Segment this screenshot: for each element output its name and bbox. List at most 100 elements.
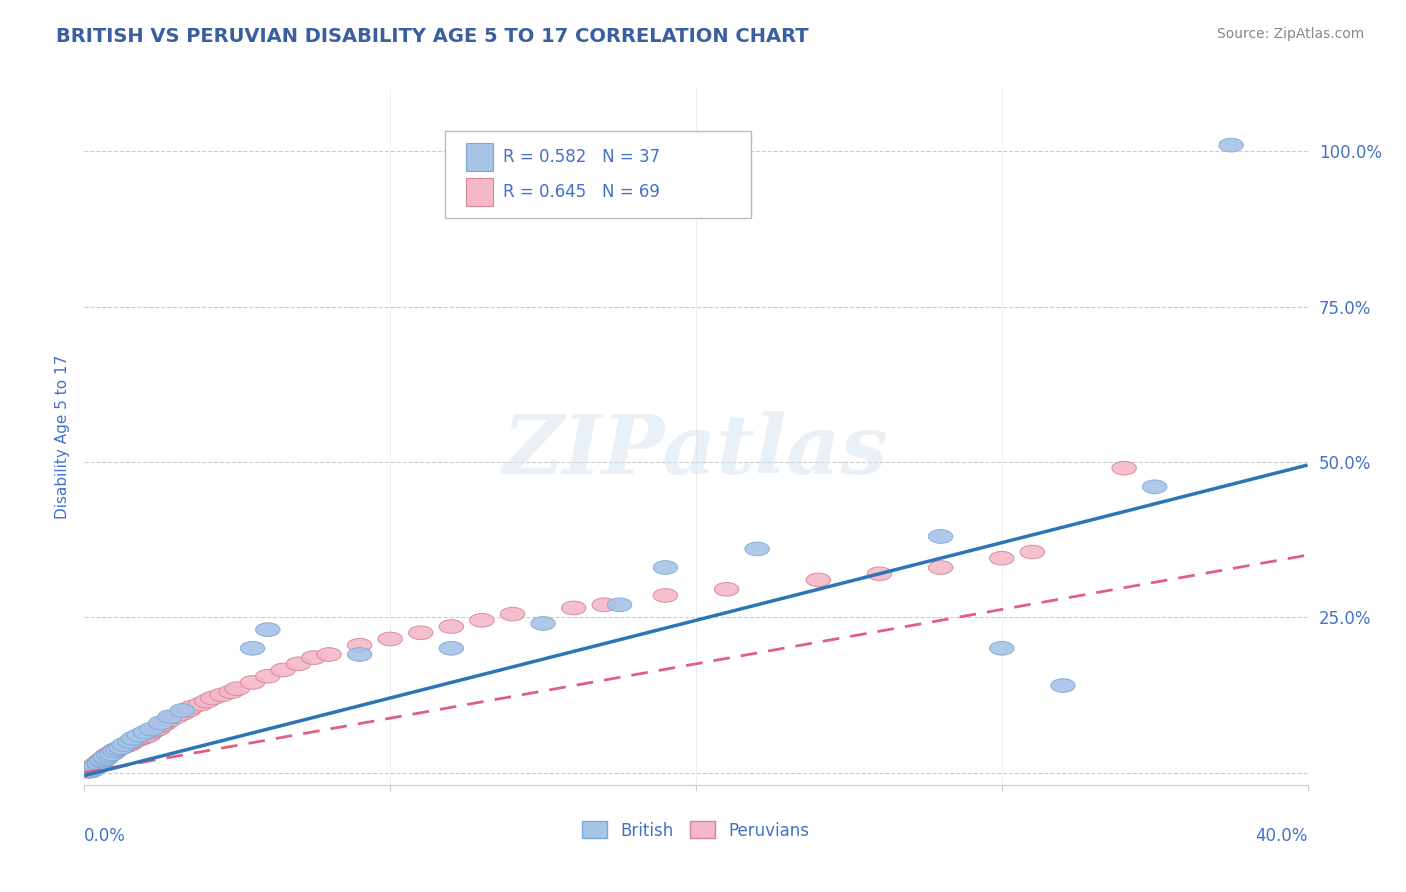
Ellipse shape <box>94 750 118 764</box>
Ellipse shape <box>806 574 831 587</box>
Ellipse shape <box>301 651 326 665</box>
Ellipse shape <box>470 614 494 627</box>
Ellipse shape <box>82 761 105 774</box>
Ellipse shape <box>1219 138 1243 152</box>
Ellipse shape <box>79 764 103 777</box>
Ellipse shape <box>103 743 127 757</box>
Ellipse shape <box>439 620 464 633</box>
Ellipse shape <box>209 688 235 702</box>
Ellipse shape <box>287 657 311 671</box>
Ellipse shape <box>155 714 179 729</box>
Ellipse shape <box>100 747 124 761</box>
Text: BRITISH VS PERUVIAN DISABILITY AGE 5 TO 17 CORRELATION CHART: BRITISH VS PERUVIAN DISABILITY AGE 5 TO … <box>56 27 808 45</box>
Ellipse shape <box>347 639 371 652</box>
FancyBboxPatch shape <box>446 131 751 218</box>
Ellipse shape <box>1050 679 1076 692</box>
FancyBboxPatch shape <box>465 178 494 206</box>
Ellipse shape <box>103 745 127 758</box>
Ellipse shape <box>136 729 160 742</box>
Ellipse shape <box>79 764 103 778</box>
Ellipse shape <box>654 561 678 574</box>
Ellipse shape <box>149 719 173 733</box>
Ellipse shape <box>84 757 108 771</box>
Ellipse shape <box>127 732 152 746</box>
Ellipse shape <box>990 551 1014 565</box>
Ellipse shape <box>103 744 127 757</box>
Ellipse shape <box>561 601 586 615</box>
Ellipse shape <box>90 752 115 765</box>
Ellipse shape <box>84 759 108 773</box>
Ellipse shape <box>139 723 165 736</box>
Text: R = 0.645   N = 69: R = 0.645 N = 69 <box>503 183 659 201</box>
Ellipse shape <box>347 648 371 661</box>
Ellipse shape <box>201 691 225 705</box>
Ellipse shape <box>240 675 264 690</box>
Ellipse shape <box>142 723 167 737</box>
Ellipse shape <box>131 731 155 745</box>
Text: ZIPatlas: ZIPatlas <box>503 411 889 491</box>
Ellipse shape <box>82 759 105 773</box>
Ellipse shape <box>90 753 115 767</box>
Ellipse shape <box>1143 480 1167 493</box>
Ellipse shape <box>108 741 134 755</box>
Ellipse shape <box>84 758 108 772</box>
Ellipse shape <box>1021 545 1045 558</box>
Ellipse shape <box>240 641 264 655</box>
Ellipse shape <box>139 725 165 739</box>
Ellipse shape <box>928 530 953 543</box>
Text: Source: ZipAtlas.com: Source: ZipAtlas.com <box>1216 27 1364 41</box>
Ellipse shape <box>170 704 194 717</box>
Ellipse shape <box>714 582 738 596</box>
Ellipse shape <box>134 725 157 739</box>
Ellipse shape <box>87 755 112 768</box>
Ellipse shape <box>1112 461 1136 475</box>
Ellipse shape <box>316 648 342 661</box>
Ellipse shape <box>82 761 105 774</box>
Ellipse shape <box>179 700 204 714</box>
Ellipse shape <box>87 756 112 770</box>
Ellipse shape <box>165 710 188 723</box>
Ellipse shape <box>97 748 121 762</box>
Ellipse shape <box>501 607 524 621</box>
Ellipse shape <box>94 749 118 764</box>
Ellipse shape <box>121 735 146 748</box>
Ellipse shape <box>745 542 769 556</box>
Ellipse shape <box>118 737 142 751</box>
Y-axis label: Disability Age 5 to 17: Disability Age 5 to 17 <box>55 355 70 519</box>
Ellipse shape <box>194 694 219 708</box>
Ellipse shape <box>105 742 131 756</box>
Text: 40.0%: 40.0% <box>1256 827 1308 845</box>
Ellipse shape <box>124 733 149 747</box>
Ellipse shape <box>115 739 139 752</box>
Ellipse shape <box>990 641 1014 655</box>
Ellipse shape <box>271 664 295 677</box>
Ellipse shape <box>112 739 136 753</box>
Text: R = 0.582   N = 37: R = 0.582 N = 37 <box>503 148 659 166</box>
Ellipse shape <box>75 764 100 778</box>
Ellipse shape <box>157 710 183 723</box>
Ellipse shape <box>118 736 142 749</box>
Ellipse shape <box>607 598 631 612</box>
Ellipse shape <box>94 751 118 764</box>
Ellipse shape <box>157 713 183 727</box>
Ellipse shape <box>94 752 118 765</box>
Ellipse shape <box>188 698 212 711</box>
Ellipse shape <box>112 738 136 751</box>
Ellipse shape <box>654 589 678 602</box>
Ellipse shape <box>87 756 112 770</box>
Ellipse shape <box>87 758 112 772</box>
Ellipse shape <box>176 704 201 717</box>
Ellipse shape <box>118 735 142 748</box>
Ellipse shape <box>868 567 891 581</box>
Ellipse shape <box>90 755 115 768</box>
Ellipse shape <box>531 616 555 631</box>
FancyBboxPatch shape <box>465 143 494 170</box>
Ellipse shape <box>127 729 152 742</box>
Ellipse shape <box>100 746 124 759</box>
Ellipse shape <box>378 632 402 646</box>
Ellipse shape <box>592 598 616 612</box>
Ellipse shape <box>225 681 249 696</box>
Ellipse shape <box>105 742 131 756</box>
Legend: British, Peruvians: British, Peruvians <box>575 814 817 847</box>
Ellipse shape <box>146 723 170 736</box>
